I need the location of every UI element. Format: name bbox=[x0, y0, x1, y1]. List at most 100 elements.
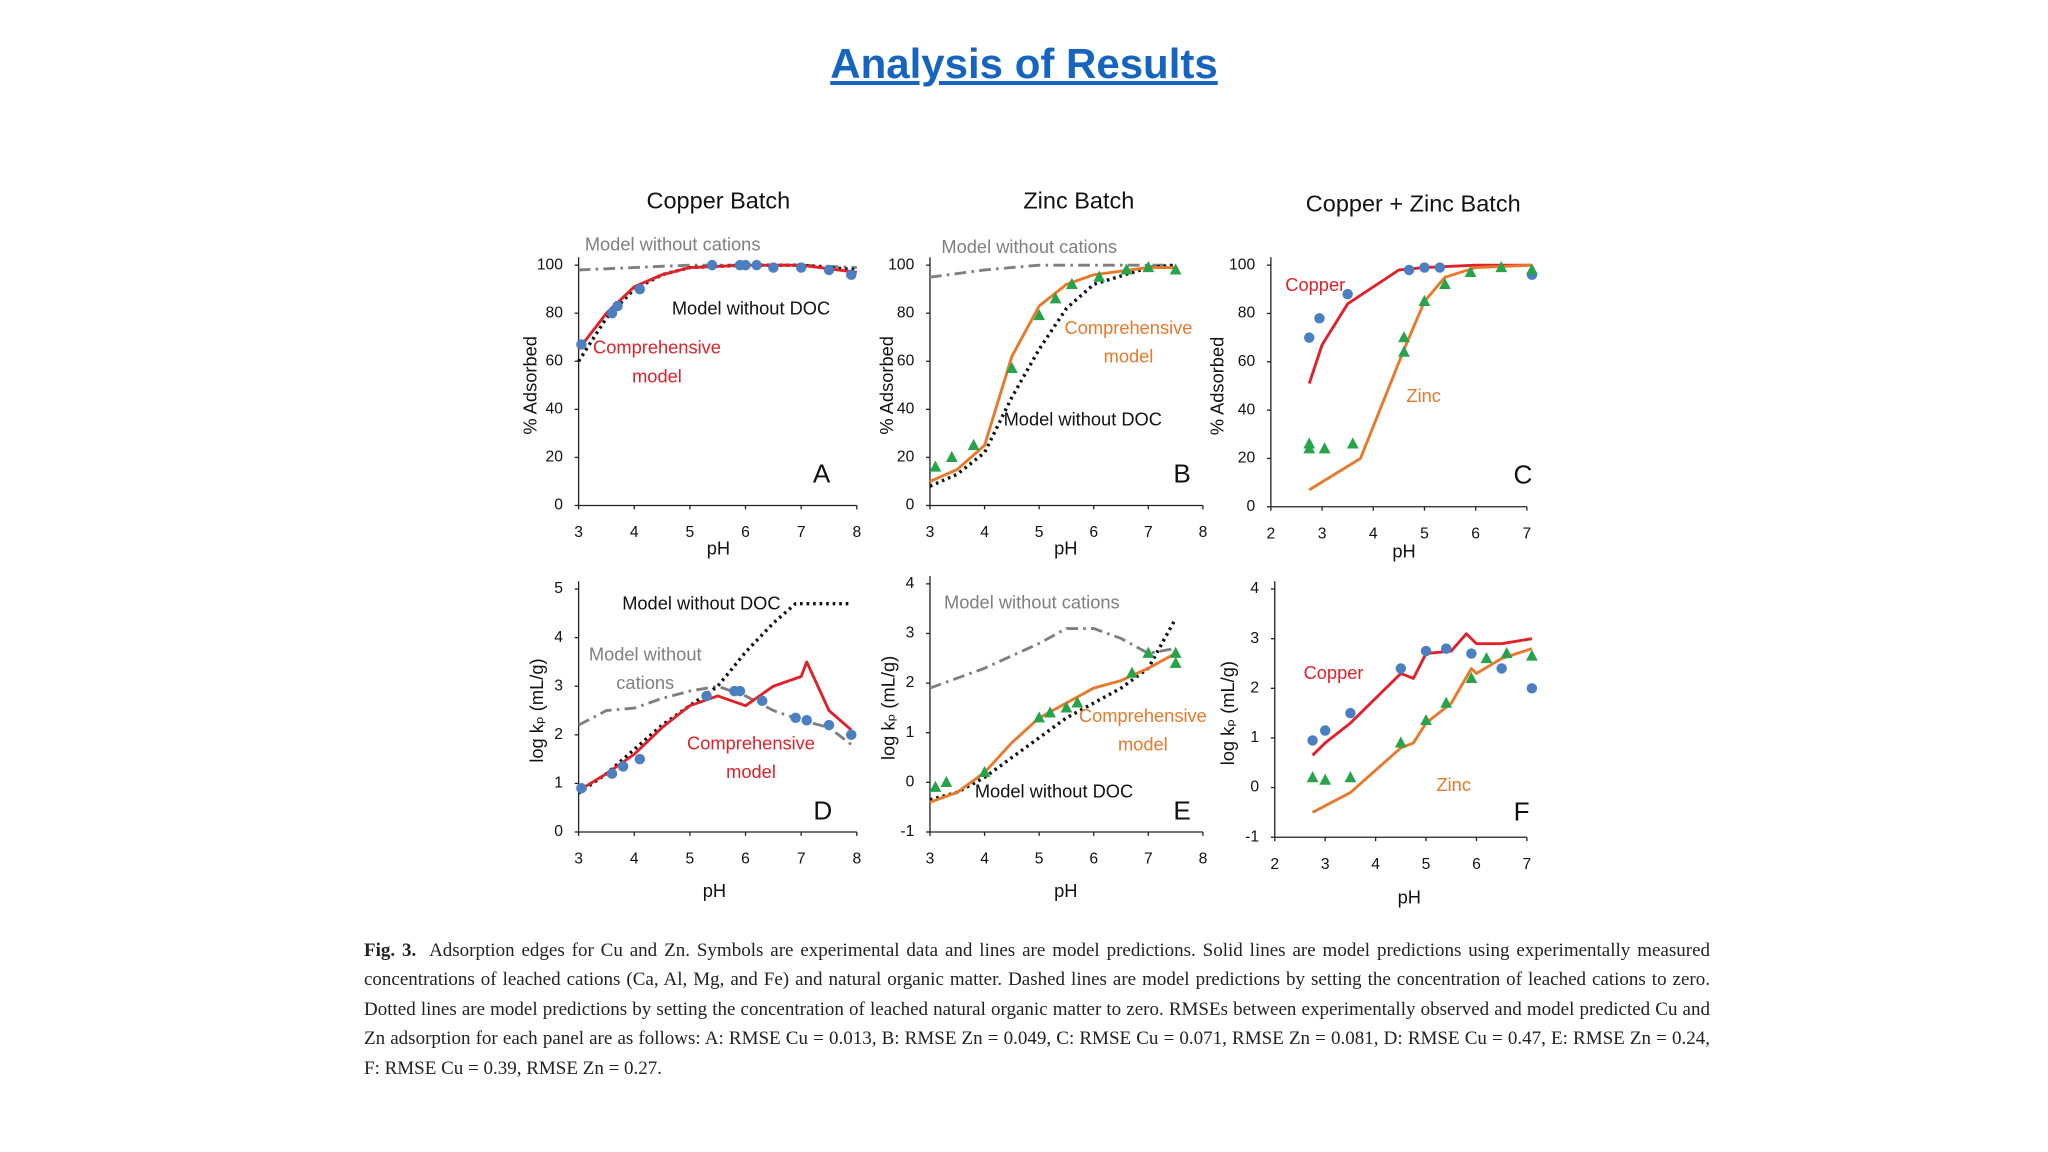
annotation: F bbox=[1514, 797, 1530, 827]
data-point bbox=[1439, 277, 1451, 290]
series-line bbox=[929, 617, 1178, 802]
data-point bbox=[1126, 666, 1138, 678]
data-point bbox=[1120, 263, 1133, 275]
data-point bbox=[751, 259, 762, 271]
y-tick-label: 60 bbox=[1238, 353, 1256, 370]
annotation: Model without cations bbox=[941, 236, 1117, 257]
y-axis-label: log kₚ (mL/g) bbox=[1217, 661, 1238, 765]
data-point bbox=[734, 685, 746, 697]
data-point bbox=[1418, 294, 1431, 306]
series-line bbox=[1307, 263, 1532, 384]
data-point bbox=[1033, 309, 1046, 321]
data-point bbox=[576, 783, 587, 794]
data-point bbox=[1346, 437, 1359, 449]
y-tick-label: 1 bbox=[906, 724, 915, 741]
y-tick-label: 80 bbox=[546, 304, 564, 321]
data-point bbox=[768, 262, 779, 273]
data-point bbox=[1440, 696, 1453, 708]
data-point bbox=[1169, 646, 1182, 658]
data-point bbox=[1044, 706, 1056, 718]
data-point bbox=[606, 768, 618, 779]
data-point bbox=[740, 259, 751, 271]
data-point bbox=[634, 753, 646, 765]
data-point bbox=[1093, 270, 1106, 282]
x-tick-label: 4 bbox=[980, 851, 989, 868]
y-tick-label: 0 bbox=[906, 774, 915, 791]
x-tick-label: 6 bbox=[1089, 524, 1098, 541]
data-point bbox=[823, 719, 835, 731]
data-point bbox=[1319, 773, 1332, 785]
x-tick-label: 3 bbox=[574, 524, 583, 541]
data-point bbox=[795, 262, 807, 273]
data-point bbox=[940, 775, 953, 787]
annotation: Copper bbox=[1285, 274, 1345, 295]
data-point bbox=[606, 307, 618, 319]
x-tick-label: 8 bbox=[1199, 524, 1208, 541]
data-point bbox=[1066, 277, 1078, 289]
x-tick-label: 5 bbox=[686, 524, 695, 541]
y-axis-label: log kₚ (mL/g) bbox=[526, 658, 547, 762]
data-point bbox=[1440, 643, 1452, 654]
x-tick-label: 6 bbox=[1472, 856, 1481, 873]
data-point bbox=[945, 450, 958, 462]
x-tick-label: 5 bbox=[1035, 524, 1044, 541]
series-line bbox=[1308, 263, 1533, 492]
y-tick-label: 100 bbox=[537, 256, 563, 273]
x-tick-label: 5 bbox=[686, 851, 695, 868]
x-axis-label: pH bbox=[1054, 538, 1077, 559]
caption: Fig. 3. Adsorption edges for Cu and Zn. … bbox=[364, 936, 1710, 1083]
annotation: E bbox=[1173, 795, 1190, 825]
data-point bbox=[1314, 313, 1325, 324]
annotation: B bbox=[1173, 458, 1190, 488]
data-point bbox=[1420, 714, 1432, 726]
data-point bbox=[1049, 292, 1062, 304]
x-tick-label: 8 bbox=[1199, 851, 1208, 868]
x-tick-label: 2 bbox=[1270, 856, 1279, 873]
annotation: Model without DOC bbox=[1004, 408, 1162, 429]
data-point bbox=[1495, 261, 1508, 273]
x-tick-label: 7 bbox=[1144, 851, 1153, 868]
caption-label: Fig. 3. bbox=[364, 940, 417, 961]
data-point bbox=[846, 729, 857, 741]
annotation: Copper bbox=[1304, 662, 1364, 683]
series-line bbox=[929, 263, 1176, 279]
annotation: Model without bbox=[589, 644, 702, 665]
data-point bbox=[1526, 263, 1538, 275]
y-tick-label: 20 bbox=[546, 449, 564, 466]
y-tick-label: 4 bbox=[1250, 580, 1259, 597]
x-tick-label: 6 bbox=[741, 524, 750, 541]
data-point bbox=[823, 264, 835, 276]
annotation: Comprehensive bbox=[593, 337, 721, 358]
y-tick-label: 0 bbox=[554, 823, 563, 840]
data-point bbox=[1526, 649, 1538, 661]
y-tick-label: 4 bbox=[906, 575, 915, 592]
data-point bbox=[846, 269, 857, 280]
data-point bbox=[1342, 288, 1353, 300]
data-point bbox=[634, 283, 646, 295]
data-point bbox=[1303, 442, 1316, 454]
data-point bbox=[1526, 683, 1538, 694]
x-tick-label: 3 bbox=[926, 524, 935, 541]
data-point bbox=[1395, 663, 1407, 674]
data-point bbox=[1496, 663, 1507, 674]
data-point bbox=[1466, 648, 1477, 659]
data-point bbox=[1434, 262, 1446, 273]
data-point bbox=[1033, 711, 1046, 723]
x-tick-label: 2 bbox=[1266, 525, 1275, 542]
y-axis-label: log kₚ (mL/g) bbox=[877, 656, 898, 760]
data-point bbox=[929, 460, 942, 472]
annotation: D bbox=[813, 795, 832, 825]
data-point bbox=[1142, 261, 1155, 273]
x-axis-label: pH bbox=[1054, 880, 1077, 901]
y-tick-label: 3 bbox=[554, 677, 563, 694]
annotation: Model without cations bbox=[944, 591, 1120, 612]
data-point bbox=[1344, 771, 1357, 783]
x-axis-label: pH bbox=[1392, 540, 1415, 561]
data-point bbox=[1394, 736, 1407, 748]
data-point bbox=[757, 695, 768, 707]
data-point bbox=[790, 712, 801, 724]
y-tick-label: 60 bbox=[546, 352, 564, 369]
y-tick-label: 0 bbox=[906, 497, 915, 514]
